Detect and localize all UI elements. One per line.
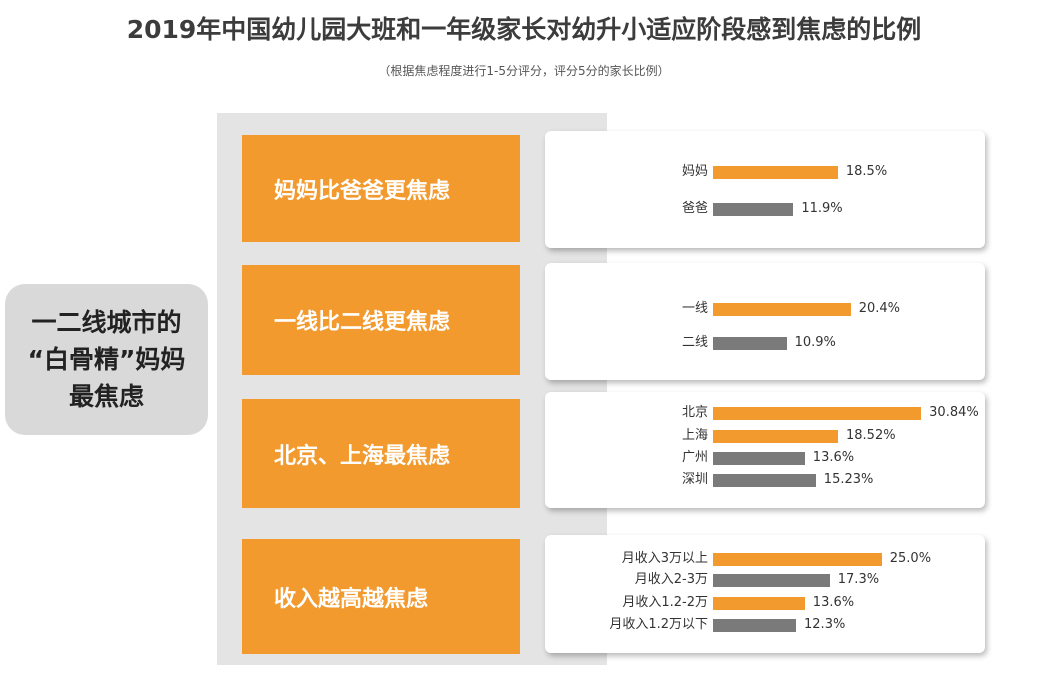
finding-title-1: 妈妈比爸爸更焦虑 [274,178,451,204]
finding-box-4: 收入越高越焦虑 [242,539,520,654]
finding-title-4: 收入越高越焦虑 [274,586,429,612]
bar [713,166,838,179]
bar-row: 月收入1.2-2万 13.6% [545,595,985,611]
finding-box-2: 一线比二线更焦虑 [242,265,520,375]
bar-value-label: 11.9% [801,201,843,216]
bar [713,619,797,632]
bar [713,452,805,465]
summary-line-2: “白骨精”妈妈 [27,345,186,374]
bar-category-label: 月收入3万以上 [621,551,708,566]
bar-value-label: 18.5% [845,164,888,179]
bar-value-label: 17.3% [837,572,880,587]
bar-row: 北京 30.84% [545,405,985,421]
bar-category-label: 月收入2-3万 [634,572,708,587]
bar-row: 上海 18.52% [545,428,985,444]
summary-line-3: 最焦虑 [68,382,144,411]
bar-category-label: 广州 [681,450,708,465]
summary-line-1: 一二线城市的 [31,308,182,337]
finding-box-3: 北京、上海最焦虑 [242,399,520,508]
bar-chart-card-3: 北京 30.84% 上海 18.52% 广州 13.6% 深圳 15.23% [545,392,985,508]
bar-row: 二线 10.9% [545,335,985,351]
bar [713,474,816,487]
page-title: 2019年中国幼儿园大班和一年级家长对幼升小适应阶段感到焦虑的比例 [126,15,922,44]
bar-row: 深圳 15.23% [545,472,985,488]
bar-category-label: 二线 [681,335,708,350]
bar-value-label: 12.3% [804,617,846,632]
finding-box-1: 妈妈比爸爸更焦虑 [242,135,520,242]
bar-value-label: 15.23% [823,472,874,487]
bar-row: 月收入3万以上 25.0% [545,551,985,567]
bar-row: 爸爸 11.9% [545,201,985,217]
bar [713,553,882,566]
bar-chart-card-2: 一线 20.4% 二线 10.9% [545,263,985,380]
bar [713,407,922,420]
bar-value-label: 20.4% [858,301,900,316]
bar-chart-card-1: 妈妈 18.5% 爸爸 11.9% [545,131,985,248]
bar-category-label: 一线 [681,301,708,316]
bar-category-label: 妈妈 [681,164,708,179]
bar-row: 月收入1.2万以下 12.3% [545,617,985,633]
finding-title-3: 北京、上海最焦虑 [274,443,451,469]
bar-category-label: 上海 [681,428,708,443]
bar-value-label: 18.52% [846,428,896,443]
bar-row: 一线 20.4% [545,301,985,317]
bar [713,430,838,443]
bar-category-label: 月收入1.2-2万 [622,595,708,610]
bar [713,574,830,587]
bar [713,303,851,316]
bar-value-label: 13.6% [812,595,855,610]
bar-chart-card-4: 月收入3万以上 25.0% 月收入2-3万 17.3% 月收入1.2-2万 13.6% 月收… [545,535,985,653]
bar-row: 妈妈 18.5% [545,164,985,180]
bar-value-label: 13.6% [812,450,855,465]
bar-category-label: 爸爸 [681,201,708,216]
bar [713,203,794,216]
bar-category-label: 深圳 [681,472,708,487]
summary-box: 一二线城市的 “白骨精”妈妈 最焦虑 [5,284,208,435]
bar-value-label: 10.9% [794,335,836,350]
bar [713,337,787,350]
page-subtitle: （根据焦虑程度进行1-5分评分，评分5分的家长比例） [378,64,670,78]
bar-row: 月收入2-3万 17.3% [545,572,985,588]
bar [713,597,805,610]
bar-value-label: 25.0% [889,551,932,566]
bar-category-label: 月收入1.2万以下 [609,617,708,632]
bar-category-label: 北京 [681,405,708,420]
finding-title-2: 一线比二线更焦虑 [274,310,451,335]
bar-row: 广州 13.6% [545,450,985,466]
bar-value-label: 30.84% [929,405,979,420]
